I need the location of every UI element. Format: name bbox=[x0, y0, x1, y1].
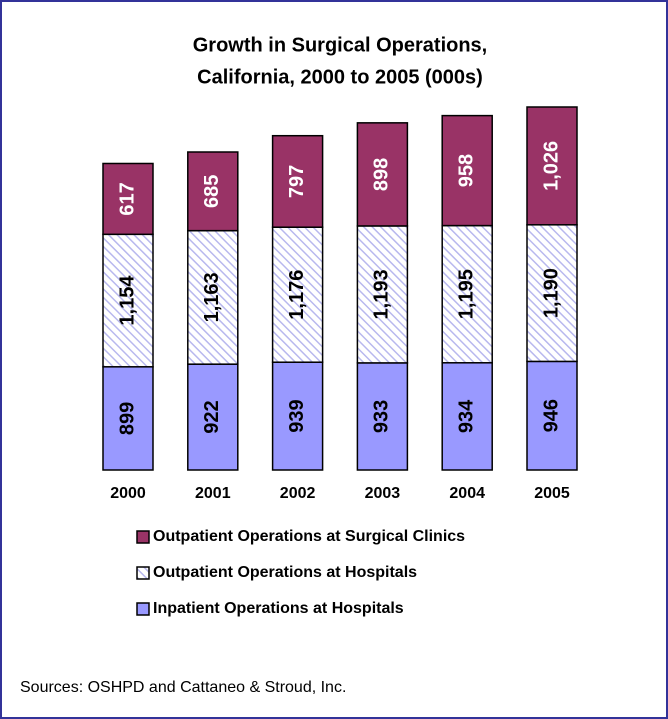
x-tick-label: 2003 bbox=[365, 485, 401, 502]
value-label: 1,193 bbox=[371, 269, 393, 319]
value-label: 958 bbox=[455, 154, 477, 187]
value-label: 685 bbox=[201, 175, 223, 208]
bar-segment bbox=[187, 363, 239, 471]
value-label: 797 bbox=[286, 165, 308, 198]
legend-label: Outpatient Operations at Surgical Clinic… bbox=[153, 528, 465, 545]
bar-segment bbox=[102, 366, 154, 471]
x-tick-label: 2005 bbox=[534, 485, 570, 502]
bar-segment bbox=[526, 106, 578, 226]
bar-segment bbox=[441, 114, 493, 227]
legend-swatch bbox=[136, 566, 150, 580]
value-label: 946 bbox=[540, 399, 562, 432]
bar-segment bbox=[271, 134, 324, 228]
value-label: 1,176 bbox=[286, 270, 308, 320]
bar-segment bbox=[187, 229, 239, 365]
value-label: 1,154 bbox=[116, 275, 138, 326]
bar-segment bbox=[102, 162, 154, 236]
x-tick-label: 2000 bbox=[110, 485, 146, 502]
x-tick-label: 2001 bbox=[195, 485, 231, 502]
value-label: 898 bbox=[371, 158, 393, 191]
value-label: 1,190 bbox=[540, 268, 562, 318]
value-label: 933 bbox=[371, 400, 393, 433]
bar-segment bbox=[356, 225, 409, 364]
value-label: 922 bbox=[201, 400, 223, 433]
bar-segment bbox=[271, 226, 324, 363]
x-tick-label: 2004 bbox=[449, 485, 485, 502]
bar-segment bbox=[356, 122, 409, 227]
value-label: 617 bbox=[116, 182, 138, 215]
bar-segment bbox=[271, 361, 324, 471]
value-label: 1,163 bbox=[201, 272, 223, 322]
value-label: 939 bbox=[286, 399, 308, 432]
bar-segment bbox=[187, 151, 239, 232]
bar-segment bbox=[526, 224, 578, 363]
legend-swatch bbox=[136, 602, 150, 616]
bar-segment bbox=[441, 224, 493, 364]
chart-title: Growth in Surgical Operations, bbox=[193, 34, 487, 56]
legend-label: Inpatient Operations at Hospitals bbox=[153, 600, 404, 617]
bar-segment bbox=[356, 362, 409, 471]
source: Sources: OSHPD and Cattaneo & Stroud, In… bbox=[20, 679, 346, 696]
legend-label: Outpatient Operations at Hospitals bbox=[153, 564, 417, 581]
value-label: 934 bbox=[455, 399, 477, 433]
legend-swatch bbox=[136, 530, 150, 544]
value-label: 1,026 bbox=[540, 141, 562, 191]
value-label: 899 bbox=[116, 402, 138, 435]
x-tick-label: 2002 bbox=[280, 485, 316, 502]
bar-segment bbox=[526, 360, 578, 471]
value-label: 1,195 bbox=[455, 269, 477, 319]
chart-title: California, 2000 to 2005 (000s) bbox=[197, 66, 483, 88]
